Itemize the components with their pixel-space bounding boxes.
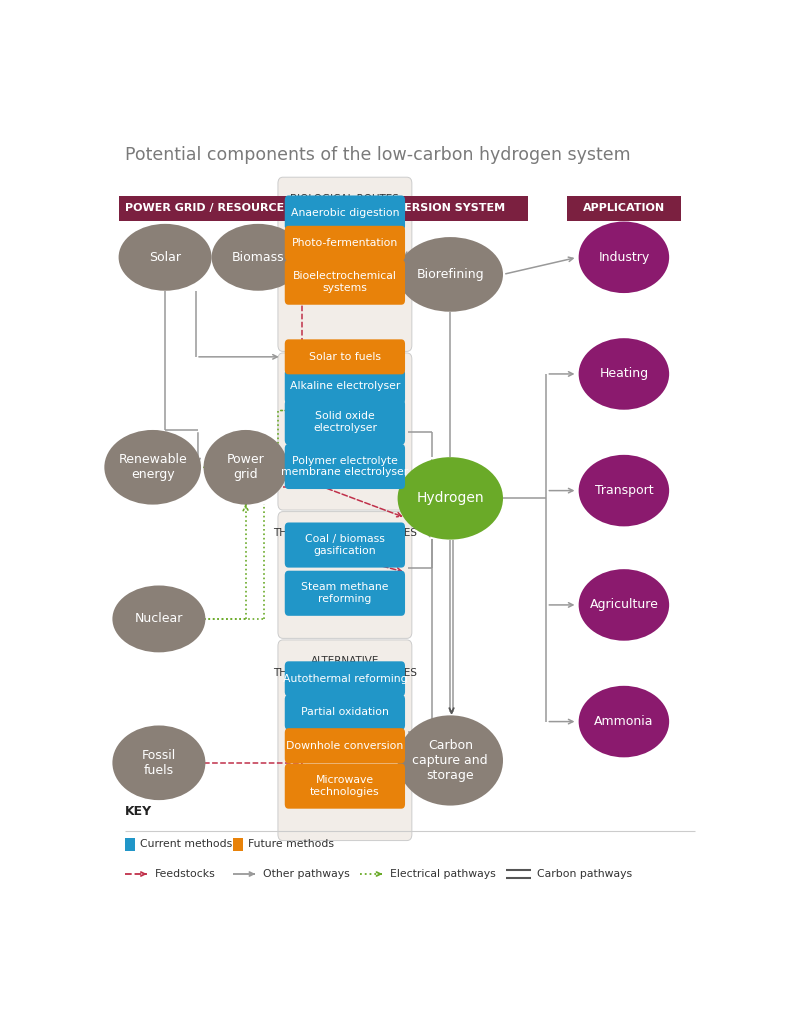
- Ellipse shape: [398, 715, 503, 806]
- Text: Autothermal reforming: Autothermal reforming: [282, 674, 407, 684]
- Text: Ammonia: Ammonia: [594, 715, 654, 728]
- FancyBboxPatch shape: [278, 177, 412, 351]
- Text: Polymer electrolyte
membrane electrolyser: Polymer electrolyte membrane electrolyse…: [282, 456, 409, 478]
- Text: Electrical pathways: Electrical pathways: [390, 869, 496, 879]
- Text: Downhole conversion: Downhole conversion: [286, 740, 403, 750]
- FancyBboxPatch shape: [285, 695, 405, 730]
- Ellipse shape: [578, 570, 669, 640]
- Text: Carbon pathways: Carbon pathways: [537, 869, 632, 879]
- Text: POWER GRID / RESOURCES: POWER GRID / RESOURCES: [125, 203, 292, 213]
- Ellipse shape: [118, 224, 211, 291]
- Ellipse shape: [578, 221, 669, 293]
- Text: Other pathways: Other pathways: [263, 869, 350, 879]
- Ellipse shape: [211, 224, 305, 291]
- Text: Coal / biomass
gasification: Coal / biomass gasification: [305, 534, 385, 556]
- FancyBboxPatch shape: [118, 196, 298, 221]
- FancyBboxPatch shape: [285, 571, 405, 616]
- Text: Current methods: Current methods: [140, 839, 232, 849]
- Ellipse shape: [398, 237, 503, 312]
- Text: Potential components of the low-carbon hydrogen system: Potential components of the low-carbon h…: [125, 146, 630, 164]
- Text: ALTERNATIVE
THERMOCHEMICAL ROUTES: ALTERNATIVE THERMOCHEMICAL ROUTES: [273, 656, 417, 678]
- Text: Hydrogen: Hydrogen: [417, 492, 484, 505]
- FancyBboxPatch shape: [234, 838, 243, 850]
- FancyBboxPatch shape: [285, 226, 405, 261]
- Ellipse shape: [112, 586, 206, 652]
- FancyBboxPatch shape: [285, 522, 405, 568]
- Ellipse shape: [398, 458, 503, 539]
- FancyBboxPatch shape: [285, 400, 405, 444]
- Ellipse shape: [578, 338, 669, 410]
- Text: Partial oxidation: Partial oxidation: [301, 707, 389, 717]
- Text: Power
grid: Power grid: [227, 453, 265, 482]
- Text: ELECTROLYTIC ROUTES: ELECTROLYTIC ROUTES: [285, 370, 405, 380]
- Ellipse shape: [578, 686, 669, 758]
- Text: Photo-fermentation: Photo-fermentation: [292, 238, 398, 248]
- Text: Transport: Transport: [594, 484, 654, 497]
- Text: Fossil
fuels: Fossil fuels: [142, 748, 176, 777]
- Text: Steam methane
reforming: Steam methane reforming: [301, 583, 389, 604]
- Text: Future methods: Future methods: [248, 839, 334, 849]
- Text: Industry: Industry: [598, 250, 650, 264]
- Ellipse shape: [112, 725, 206, 800]
- FancyBboxPatch shape: [566, 196, 682, 221]
- Text: Alkaline electrolyser: Alkaline electrolyser: [290, 382, 400, 392]
- Text: Anaerobic digestion: Anaerobic digestion: [290, 208, 399, 218]
- Ellipse shape: [203, 430, 288, 505]
- Text: Biomass: Biomass: [232, 250, 285, 264]
- FancyBboxPatch shape: [285, 369, 405, 404]
- Text: Renewable
energy: Renewable energy: [118, 453, 187, 482]
- Text: Solid oxide
electrolyser: Solid oxide electrolyser: [313, 411, 377, 433]
- Text: Nuclear: Nuclear: [134, 612, 183, 625]
- FancyBboxPatch shape: [285, 339, 405, 375]
- Text: Solar to fuels: Solar to fuels: [309, 351, 381, 362]
- Text: Heating: Heating: [599, 368, 649, 381]
- Ellipse shape: [104, 430, 201, 505]
- Text: THERMOCHEMICAL ROUTES: THERMOCHEMICAL ROUTES: [273, 528, 417, 538]
- Text: Microwave
technologies: Microwave technologies: [310, 776, 380, 797]
- FancyBboxPatch shape: [292, 196, 528, 221]
- Text: BIOLOGICAL ROUTES: BIOLOGICAL ROUTES: [290, 194, 399, 204]
- FancyBboxPatch shape: [125, 838, 134, 850]
- FancyBboxPatch shape: [285, 764, 405, 809]
- FancyBboxPatch shape: [278, 640, 412, 840]
- Text: Bioelectrochemical
systems: Bioelectrochemical systems: [293, 272, 397, 293]
- Ellipse shape: [578, 454, 669, 526]
- Text: APPLICATION: APPLICATION: [583, 203, 665, 213]
- Text: ENERGY CONVERSION SYSTEM: ENERGY CONVERSION SYSTEM: [315, 203, 505, 213]
- FancyBboxPatch shape: [285, 728, 405, 764]
- FancyBboxPatch shape: [285, 444, 405, 489]
- FancyBboxPatch shape: [285, 662, 405, 696]
- Text: Feedstocks: Feedstocks: [154, 869, 215, 879]
- Text: Carbon
capture and
storage: Carbon capture and storage: [413, 739, 488, 782]
- Text: Biorefining: Biorefining: [417, 268, 484, 281]
- Text: Solar: Solar: [149, 250, 181, 264]
- Text: KEY: KEY: [125, 805, 152, 818]
- FancyBboxPatch shape: [285, 196, 405, 230]
- FancyBboxPatch shape: [278, 352, 412, 510]
- FancyBboxPatch shape: [285, 260, 405, 305]
- Text: Agriculture: Agriculture: [590, 599, 658, 611]
- FancyBboxPatch shape: [278, 512, 412, 638]
